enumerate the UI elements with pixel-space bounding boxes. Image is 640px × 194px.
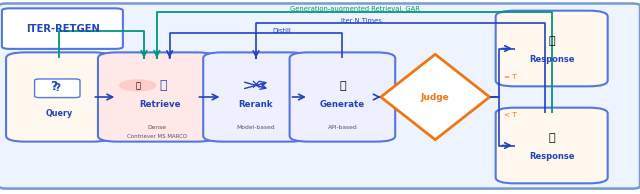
Text: = T: = T (504, 74, 517, 80)
FancyBboxPatch shape (290, 52, 395, 142)
Text: Rerank: Rerank (239, 100, 273, 109)
Text: 💬: 💬 (548, 36, 555, 46)
Text: Generation-augmented Retrieval, GAR: Generation-augmented Retrieval, GAR (291, 6, 420, 12)
Text: ITER-RETGEN: ITER-RETGEN (26, 23, 100, 34)
Text: ✕: ✕ (251, 79, 261, 92)
FancyBboxPatch shape (2, 8, 123, 49)
Text: Query: Query (45, 109, 72, 118)
Text: API-based: API-based (328, 125, 357, 130)
Text: 💬: 💬 (548, 133, 555, 143)
FancyBboxPatch shape (6, 52, 111, 142)
FancyBboxPatch shape (495, 108, 608, 183)
Text: Model-based: Model-based (237, 125, 275, 130)
Text: ?: ? (50, 80, 58, 93)
FancyBboxPatch shape (204, 52, 309, 142)
Text: < T: < T (504, 113, 517, 118)
Text: Iter N Times: Iter N Times (341, 18, 382, 24)
Text: Response: Response (529, 152, 575, 161)
Text: 🤖: 🤖 (339, 81, 346, 91)
Text: Distill: Distill (272, 28, 291, 34)
Text: ?: ? (54, 83, 60, 93)
Text: Response: Response (529, 55, 575, 64)
Text: Dense: Dense (147, 125, 166, 130)
Text: Contriever MS MARCO: Contriever MS MARCO (127, 134, 187, 139)
Text: Judge: Judge (421, 93, 449, 101)
FancyBboxPatch shape (98, 52, 216, 142)
Text: Generate: Generate (320, 100, 365, 109)
Text: Retrieve: Retrieve (140, 100, 180, 109)
Polygon shape (381, 54, 490, 140)
FancyBboxPatch shape (495, 11, 608, 86)
FancyBboxPatch shape (0, 3, 640, 189)
Text: 🔥: 🔥 (135, 81, 140, 90)
FancyBboxPatch shape (35, 79, 80, 98)
Circle shape (120, 80, 156, 91)
Text: 🗄: 🗄 (159, 79, 167, 92)
